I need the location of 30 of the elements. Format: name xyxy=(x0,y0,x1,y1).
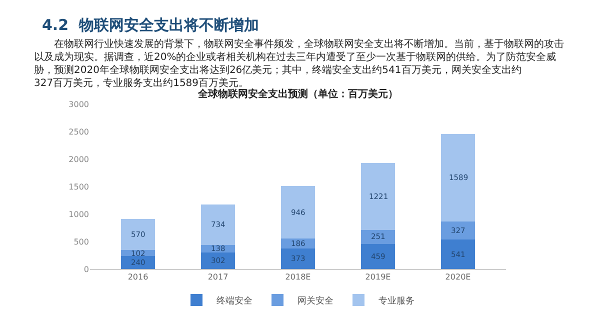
x-tick-label: 2018E xyxy=(285,272,311,282)
bar xyxy=(281,248,315,269)
x-tick-label: 2020E xyxy=(445,272,471,282)
bar xyxy=(121,256,155,269)
legend-label: 网关安全 xyxy=(298,296,334,307)
text: 4.2 物联网安全支出将不断增加 xyxy=(42,16,260,34)
x-tick-label: 2019E xyxy=(365,272,391,282)
x-tick-label: 2017 xyxy=(208,272,228,282)
bar xyxy=(201,204,235,245)
y-tick-label: 500 xyxy=(74,237,89,246)
text: 在物联网行业快速发展的背景下，物联网安全事件频发，全球物联网安全支出将不断增加。当前，基于物联网的攻击以及成为现实。据调查，近20%的企业或者相关机构在过去三年内遭受了至少一次基于物联网的供给。为了防范安全威胁，预测2020年全球物联网安全支出将达到26亿美元；其中，终端安全支出约541百万美元，网关安全支出约327百万美元，专业服务支出约1589百万美元。 xyxy=(34,38,564,89)
legend-label: 专业服务 xyxy=(378,296,414,307)
y-tick-label: 1500 xyxy=(68,182,89,192)
x-tick-label: 2016 xyxy=(128,272,148,282)
y-tick-label: 3000 xyxy=(68,100,89,109)
y-tick-label: 2000 xyxy=(68,154,89,164)
bar xyxy=(441,134,475,222)
bar xyxy=(441,221,475,240)
bar xyxy=(201,252,235,269)
bar xyxy=(361,162,395,230)
bar xyxy=(361,230,395,244)
bar xyxy=(121,218,155,250)
legend-label: 终端安全 xyxy=(216,296,252,307)
bar xyxy=(361,244,395,269)
chart-title: 全球物联网安全支出预测（单位：百万美元） xyxy=(197,88,398,100)
y-tick-label: 0 xyxy=(84,264,89,274)
y-tick-label: 2500 xyxy=(68,127,89,136)
bar xyxy=(441,239,475,269)
bar xyxy=(281,186,315,238)
y-tick-label: 1000 xyxy=(68,210,89,219)
